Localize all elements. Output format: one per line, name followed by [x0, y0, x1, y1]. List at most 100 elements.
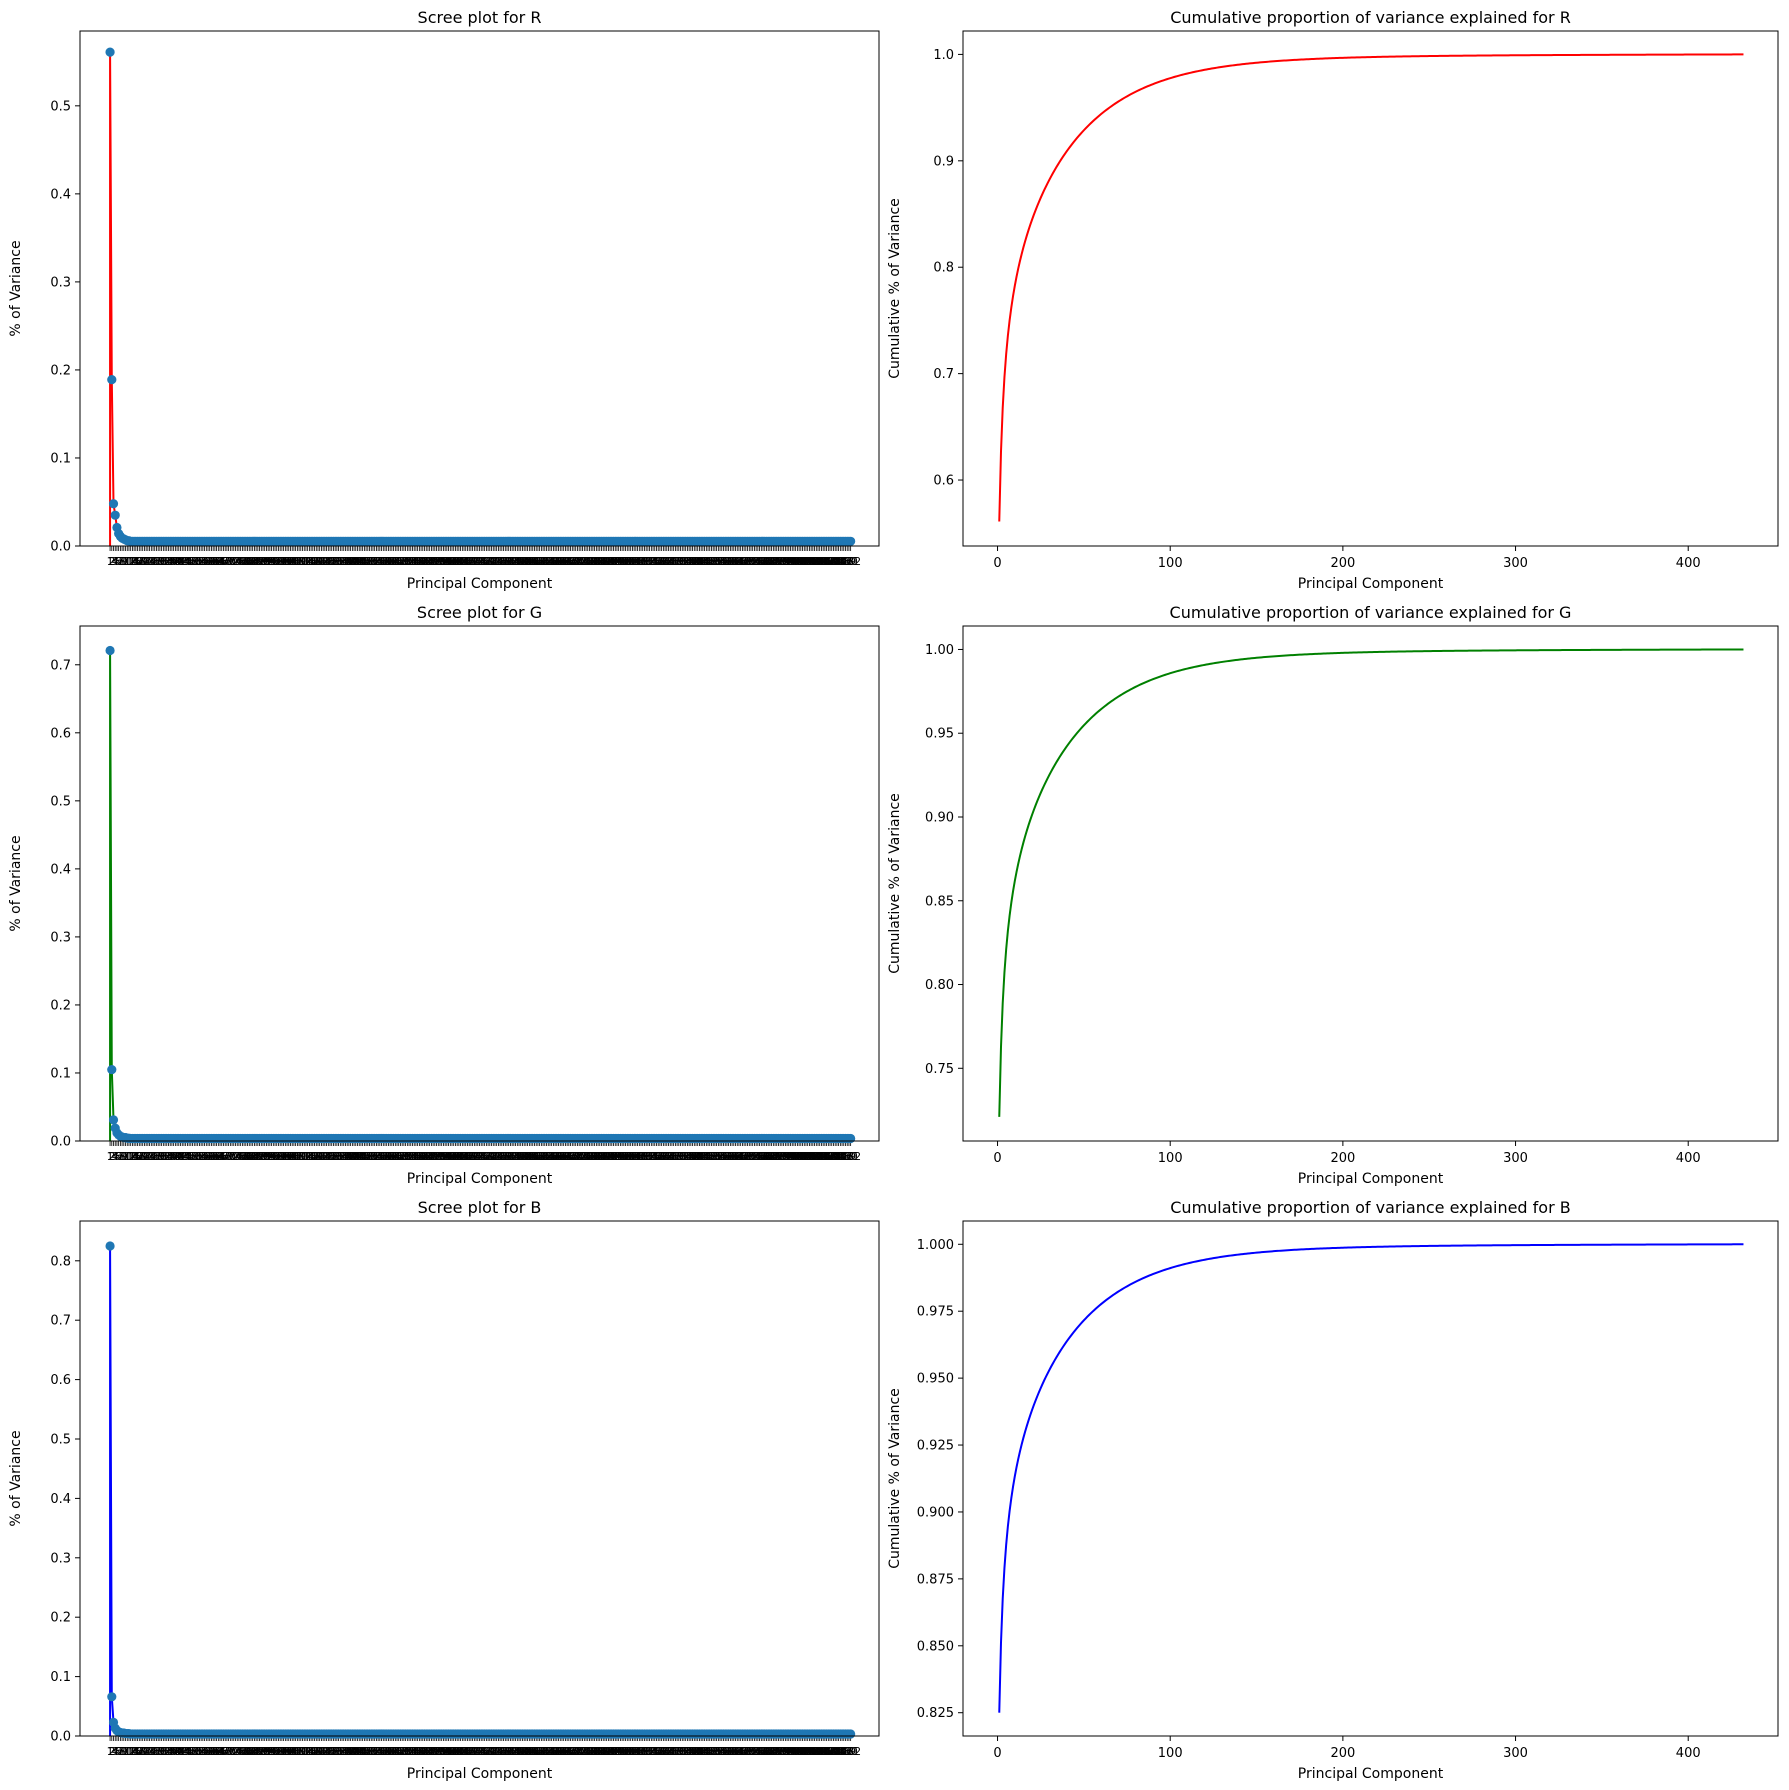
x-tick-label: 315: [639, 1150, 660, 1163]
x-tick-label: 103: [275, 1150, 296, 1163]
x-tick-label: 116: [297, 555, 318, 568]
x-tick-label: 384: [758, 555, 779, 568]
x-tick-label: 172: [393, 1150, 414, 1163]
x-tick-label: 248: [524, 555, 545, 568]
x-tick-label: 33: [158, 1150, 172, 1163]
x-tick-label: 1: [107, 1150, 114, 1163]
x-tick-label: 415: [811, 555, 832, 568]
x-tick-label: 35: [161, 1150, 175, 1163]
x-tick-label: 136: [332, 1150, 353, 1163]
x-tick-label: 178: [404, 555, 425, 568]
x-tick-label: 239: [509, 555, 530, 568]
x-tick-label: 205: [450, 1150, 471, 1163]
x-tick-label: 147: [350, 555, 371, 568]
x-tick-label: 101: [271, 1150, 292, 1163]
x-tick-label: 31: [155, 1150, 169, 1163]
x-tick-label: 35: [161, 555, 175, 568]
x-tick-label: 3: [110, 1150, 117, 1163]
x-tick-label: 427: [832, 555, 853, 568]
x-tick-label: 344: [689, 1150, 710, 1163]
x-tick-label: 117: [299, 1150, 320, 1163]
x-tick-label: 15: [127, 555, 141, 568]
x-tick-label: 303: [618, 555, 639, 568]
x-tick-label: 60: [204, 555, 218, 568]
x-tick-label: 124: [311, 1150, 332, 1163]
x-tick-label: 107: [282, 555, 303, 568]
x-tick-label: 154: [362, 1150, 383, 1163]
x-tick-label: 43: [175, 1150, 189, 1163]
y-tick-label: 0.4: [50, 1492, 71, 1507]
x-tick-label: 243: [515, 1150, 536, 1163]
x-tick-label: 92: [259, 555, 273, 568]
x-tick-label: 98: [270, 1150, 284, 1163]
x-tick-label: 14: [125, 1150, 139, 1163]
x-tick-label: 250: [527, 1150, 548, 1163]
x-tick-label: 348: [696, 1150, 717, 1163]
x-tick-label: 388: [765, 555, 786, 568]
x-tick-label: 57: [199, 555, 213, 568]
x-tick-label: 310: [631, 1150, 652, 1163]
x-tick-label: 186: [417, 1150, 438, 1163]
x-tick-label: 164: [380, 1150, 401, 1163]
x-tick-label: 266: [555, 1150, 576, 1163]
x-tick-label: 77: [234, 1150, 248, 1163]
x-tick-label: 362: [720, 555, 741, 568]
x-tick-label: 314: [637, 555, 658, 568]
x-tick-label: 200: [442, 1150, 463, 1163]
x-tick-label: 340: [682, 555, 703, 568]
x-tick-label: 260: [545, 1150, 566, 1163]
x-tick-label: 260: [545, 555, 566, 568]
x-tick-label: 318: [644, 1150, 665, 1163]
x-tick-label: 272: [565, 555, 586, 568]
x-tick-label: 53: [192, 1150, 206, 1163]
x-tick-label: 155: [364, 1150, 385, 1163]
x-tick-label: 162: [376, 555, 397, 568]
x-tick-label: 134: [328, 1150, 349, 1163]
y-tick-label: 0.825: [917, 1706, 954, 1721]
x-tick-label: 166: [383, 555, 404, 568]
x-tick-label: 116: [297, 1150, 318, 1163]
x-tick-label: 48: [184, 555, 198, 568]
x-tick-label: 188: [421, 555, 442, 568]
x-tick-label: 65: [213, 1150, 227, 1163]
x-tick-label: 173: [395, 1150, 416, 1163]
panel-cum-g: Cumulative proportion of variance explai…: [887, 603, 1779, 1187]
x-tick-label: 236: [503, 555, 524, 568]
x-tick-label: 114: [294, 1150, 315, 1163]
x-tick-label: 112: [290, 1150, 311, 1163]
x-tick-label: 175: [399, 555, 420, 568]
x-tick-label: 0: [993, 1151, 1001, 1166]
x-tick-label: 255: [536, 1150, 557, 1163]
x-tick-label: 301: [615, 1150, 636, 1163]
x-tick-label: 120: [304, 1150, 325, 1163]
x-tick-label: 195: [433, 555, 454, 568]
x-tick-label: 129: [320, 555, 341, 568]
x-tick-label: 230: [493, 1150, 514, 1163]
x-tick-label: 208: [455, 1150, 476, 1163]
x-tick-label: 231: [495, 555, 516, 568]
x-tick-label: 219: [474, 555, 495, 568]
x-tick-label: 12: [122, 555, 136, 568]
x-tick-label: 202: [445, 1150, 466, 1163]
x-tick-label: 385: [759, 555, 780, 568]
x-tick-label: 317: [643, 555, 664, 568]
x-tick-label: 200: [442, 555, 463, 568]
x-tick-label: 339: [680, 555, 701, 568]
x-tick-label: 249: [526, 555, 547, 568]
x-tick-label: 349: [698, 1150, 719, 1163]
x-tick-label: 258: [541, 555, 562, 568]
x-tick-label: 102: [273, 1150, 294, 1163]
x-tick-label: 149: [354, 1150, 375, 1163]
chart-title: Scree plot for B: [418, 1198, 542, 1217]
x-tick-label: 234: [500, 1150, 521, 1163]
x-tick-label: 140: [338, 555, 359, 568]
x-tick-label: 242: [514, 555, 535, 568]
x-tick-label: 247: [522, 555, 543, 568]
y-tick-label: 0.1: [50, 1670, 71, 1685]
x-tick-label: 316: [641, 555, 662, 568]
x-tick-label: 311: [632, 1150, 653, 1163]
y-axis-label: % of Variance: [8, 835, 24, 931]
x-tick-label: 273: [567, 1150, 588, 1163]
x-tick-label: 151: [357, 555, 378, 568]
x-tick-label: 191: [426, 1150, 447, 1163]
